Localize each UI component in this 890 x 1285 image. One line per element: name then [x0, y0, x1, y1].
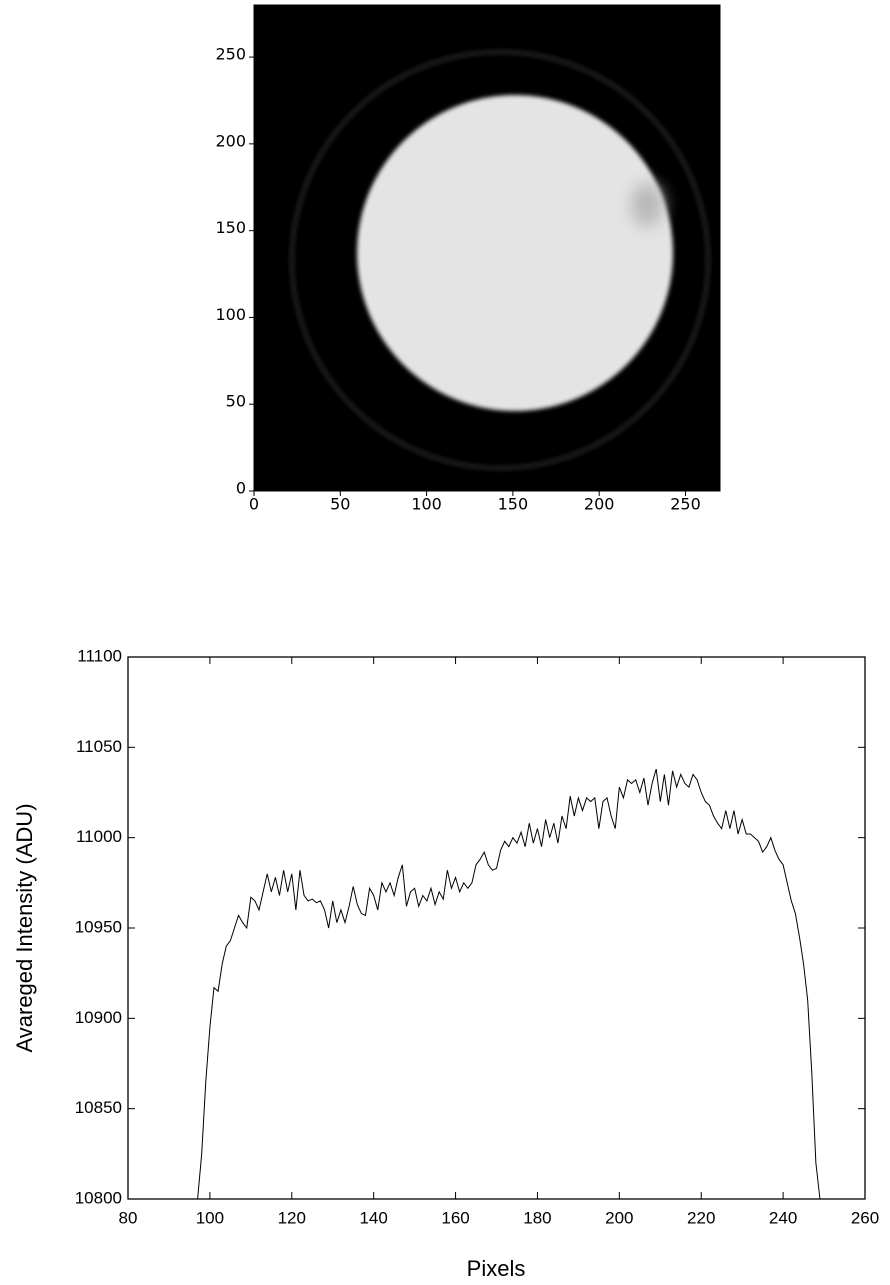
y-tick-label: 11000	[76, 827, 122, 846]
x-tick-label: 200	[584, 495, 615, 514]
y-tick-label: 0	[236, 479, 246, 498]
y-tick-label: 150	[215, 218, 246, 237]
plot-frame	[127, 656, 866, 1200]
y-tick-label: 50	[226, 392, 246, 411]
x-tick-label: 220	[687, 1208, 715, 1227]
x-tick-label: 140	[359, 1208, 387, 1227]
y-tick-label: 250	[215, 45, 246, 64]
y-tick-label: 10850	[75, 1098, 122, 1117]
x-tick-label: 150	[498, 495, 529, 514]
y-tick-label: 10800	[75, 1188, 122, 1207]
x-tick-label: 240	[769, 1208, 797, 1227]
data-line	[197, 768, 821, 1200]
image	[254, 5, 720, 491]
y-tick-label: 10900	[75, 1008, 122, 1027]
x-tick-label: 0	[249, 495, 259, 514]
y-tick-label: 11100	[77, 646, 122, 665]
x-tick-label: 180	[523, 1208, 551, 1227]
x-axis-label: Pixels	[467, 1256, 526, 1281]
x-tick-label: 80	[119, 1208, 138, 1227]
x-tick-label: 50	[330, 495, 350, 514]
x-tick-label: 100	[411, 495, 442, 514]
dark-spot	[631, 183, 663, 227]
y-tick-label: 10950	[75, 917, 122, 936]
x-tick-label: 120	[278, 1208, 306, 1227]
y-tick-label: 11050	[76, 737, 122, 756]
y-tick-label: 200	[215, 131, 246, 150]
y-axis-label: Avareged Intensity (ADU)	[12, 803, 37, 1052]
x-tick-label: 200	[605, 1208, 633, 1227]
bright-disk	[357, 95, 673, 411]
y-tick-label: 100	[215, 305, 246, 324]
x-tick-label: 250	[670, 495, 701, 514]
x-tick-label: 160	[441, 1208, 469, 1227]
faint-ring	[289, 49, 711, 471]
x-tick-label: 100	[196, 1208, 224, 1227]
x-tick-label: 260	[851, 1208, 879, 1227]
image-frame	[253, 4, 721, 492]
